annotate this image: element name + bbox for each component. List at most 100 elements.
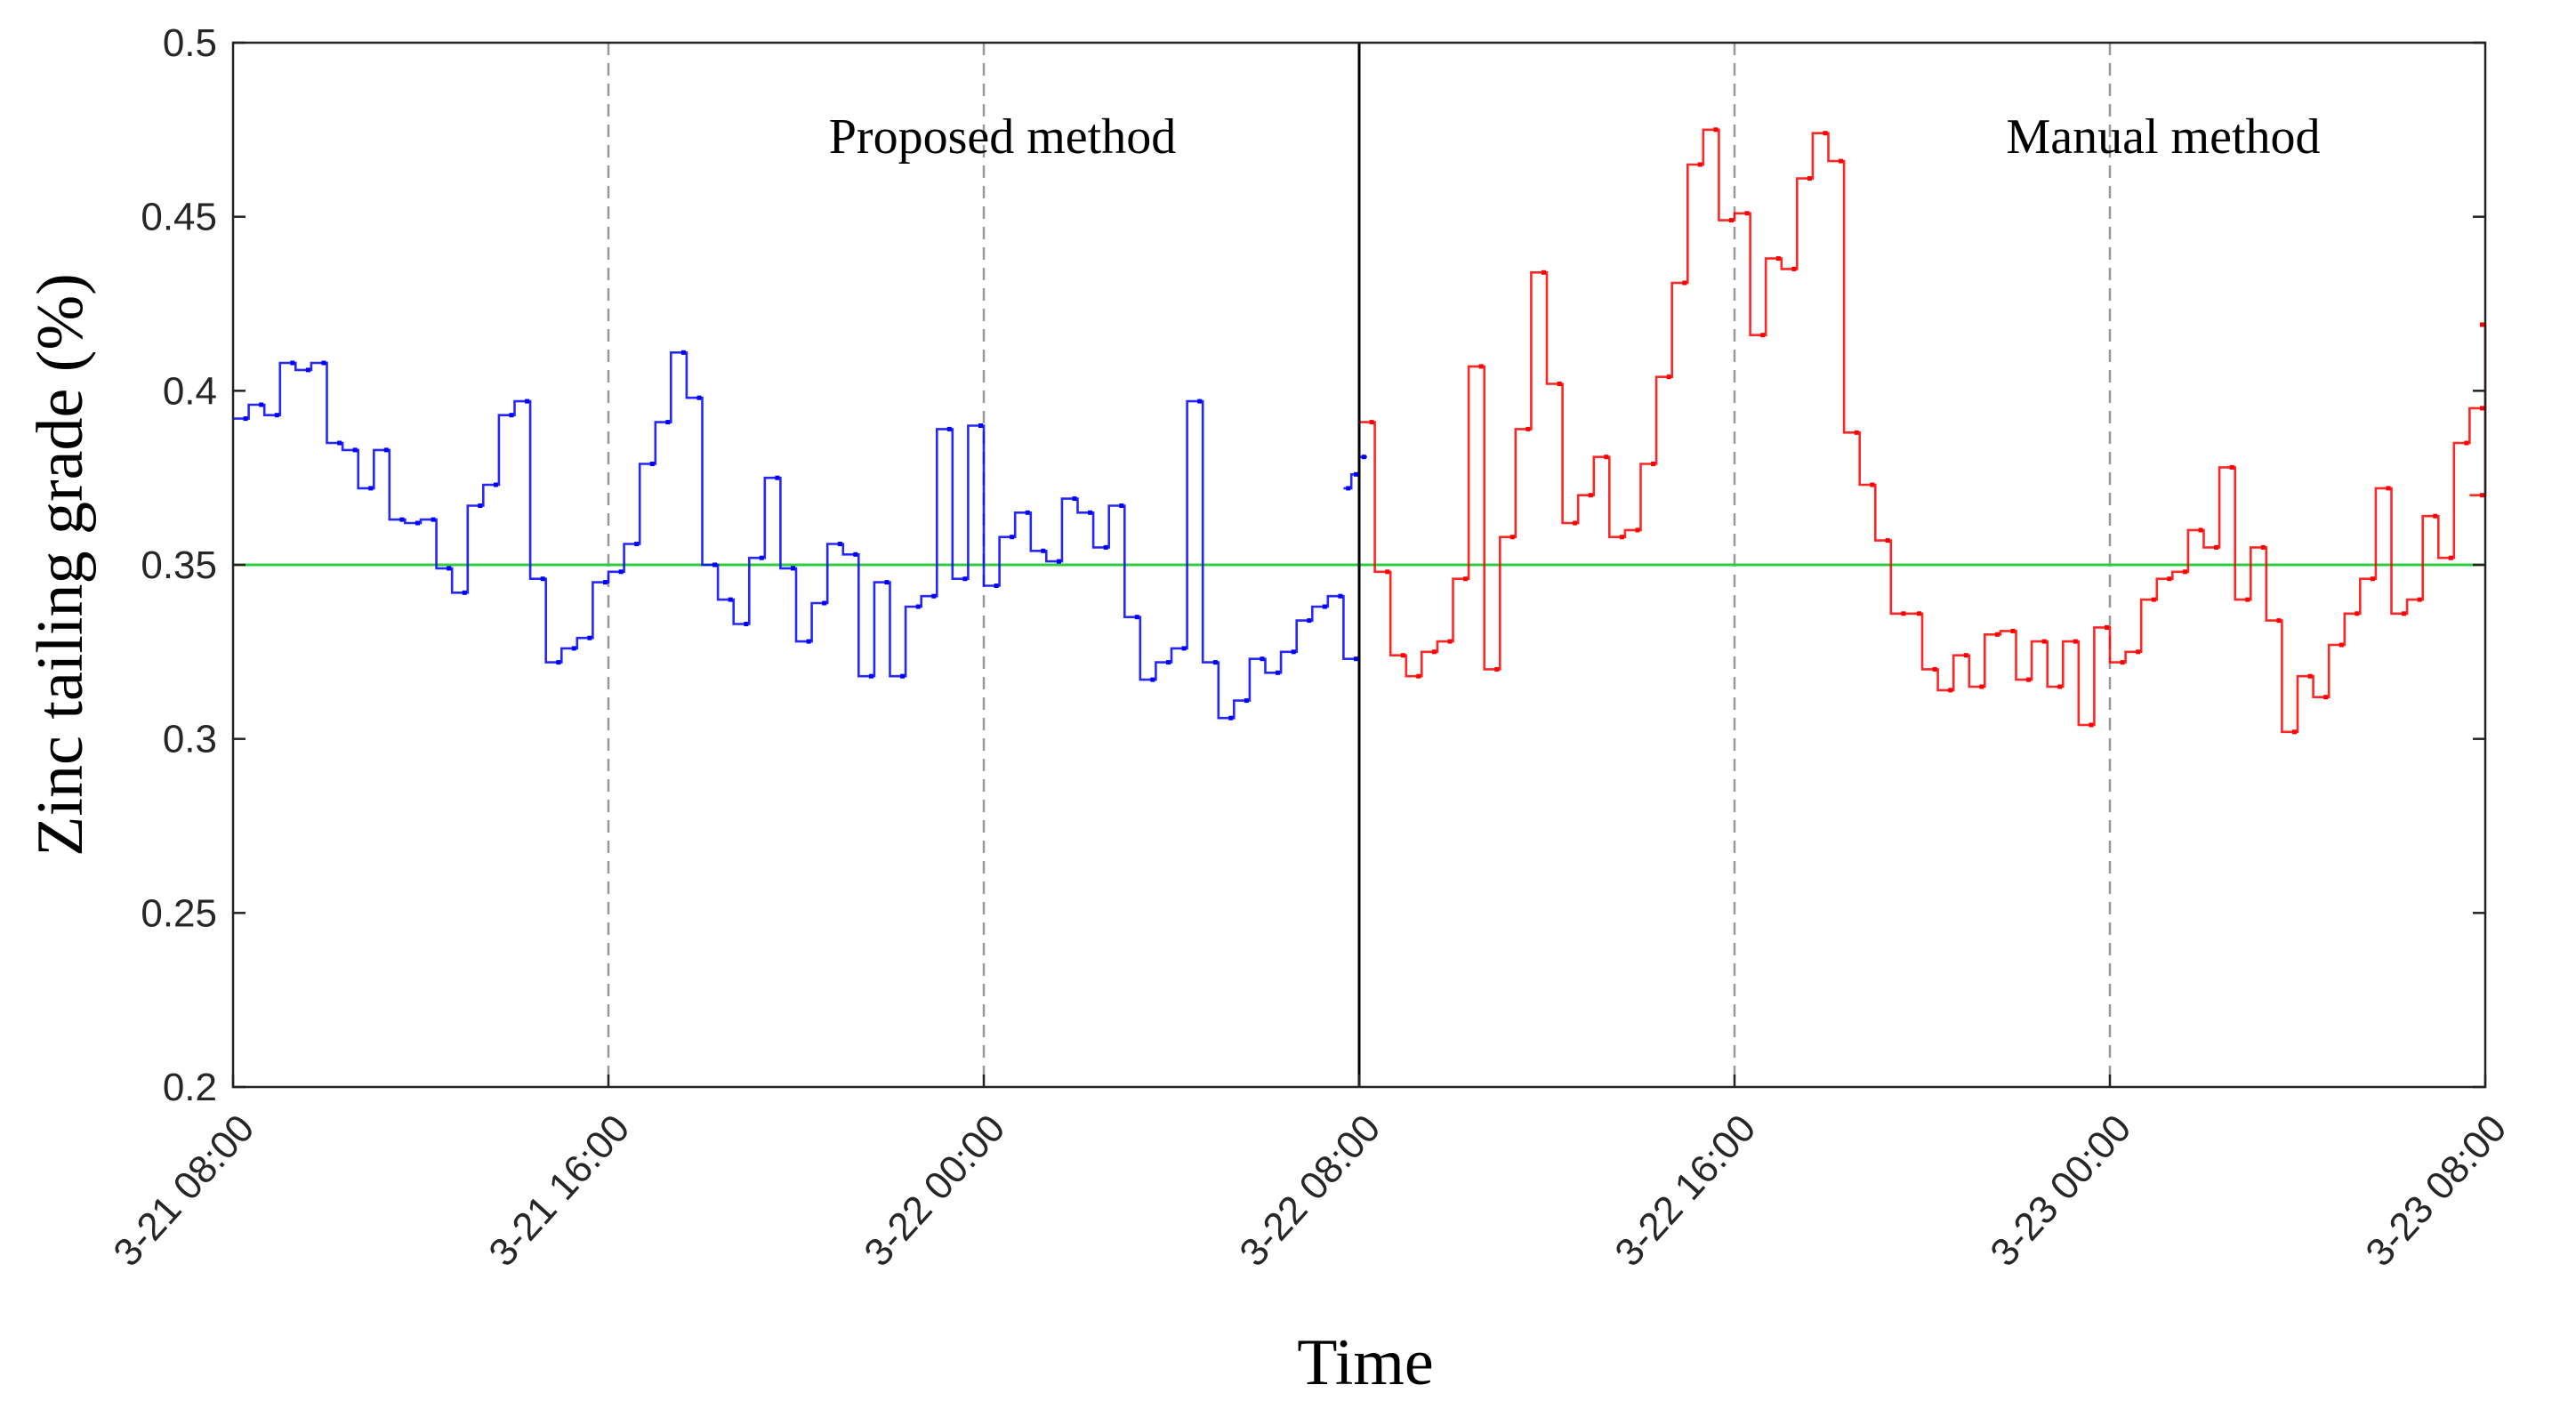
data-point xyxy=(2073,639,2078,644)
data-point xyxy=(1103,544,1108,550)
x-tick-label: 3-21 16:00 xyxy=(480,1107,638,1275)
data-point xyxy=(775,475,780,480)
data-point xyxy=(1760,333,1766,338)
data-point xyxy=(1791,266,1797,271)
data-point xyxy=(1134,615,1139,620)
data-point xyxy=(1322,604,1327,609)
data-point xyxy=(540,576,545,582)
data-point xyxy=(1025,510,1030,515)
data-point xyxy=(2464,440,2469,446)
data-point xyxy=(2448,555,2453,560)
annotation-manual-method: Manual method xyxy=(2006,109,2320,165)
data-point xyxy=(1041,548,1046,553)
data-point xyxy=(1979,684,1984,689)
data-point xyxy=(2260,544,2266,550)
data-point xyxy=(1276,670,1281,675)
data-point xyxy=(946,426,952,431)
data-point xyxy=(1119,503,1124,508)
data-point xyxy=(665,420,671,425)
data-point xyxy=(1369,420,1374,425)
data-point xyxy=(1854,430,1859,435)
data-point xyxy=(1542,270,1546,275)
data-point xyxy=(1197,399,1203,404)
data-point xyxy=(822,600,827,606)
data-point xyxy=(1509,535,1515,540)
data-point xyxy=(1619,535,1624,540)
data-point xyxy=(415,520,420,526)
data-point xyxy=(1744,211,1750,216)
data-point xyxy=(337,440,342,446)
data-point xyxy=(259,402,264,407)
data-point xyxy=(2010,628,2016,633)
data-point xyxy=(321,360,326,366)
series-layer xyxy=(233,127,2487,735)
data-point xyxy=(1307,618,1312,624)
data-point xyxy=(2182,569,2187,575)
data-point xyxy=(806,639,811,644)
data-point xyxy=(1400,653,1405,658)
data-point xyxy=(1525,426,1531,431)
annotation-proposed-method: Proposed method xyxy=(829,109,1176,165)
data-point xyxy=(1072,496,1077,502)
data-point xyxy=(2355,611,2360,616)
x-tick-label: 3-22 16:00 xyxy=(1606,1107,1764,1275)
data-point xyxy=(728,597,733,602)
data-point xyxy=(1885,538,1890,543)
data-point xyxy=(1354,656,1358,662)
data-point xyxy=(868,673,873,679)
data-point xyxy=(1573,520,1578,526)
data-point xyxy=(696,395,702,400)
data-point xyxy=(649,462,655,466)
data-point xyxy=(2417,597,2422,602)
data-point xyxy=(305,367,310,373)
data-point xyxy=(431,517,436,522)
series-line-2 xyxy=(1359,128,2485,734)
data-point xyxy=(509,413,514,418)
data-point xyxy=(853,552,858,557)
data-point xyxy=(1291,649,1296,655)
data-point xyxy=(2057,684,2063,689)
data-point xyxy=(587,635,592,640)
y-tick-label: 0.4 xyxy=(163,369,217,413)
data-point xyxy=(1775,256,1781,262)
y-axis: 0.2 0.25 0.3 0.35 0.4 0.45 0.5 xyxy=(141,21,2485,1109)
data-point xyxy=(1823,131,1828,136)
data-point xyxy=(1385,569,1390,575)
data-point xyxy=(1697,162,1703,167)
data-point xyxy=(2276,618,2282,624)
data-point xyxy=(1948,688,1953,693)
data-point xyxy=(1917,611,1921,616)
data-point xyxy=(1807,176,1812,181)
data-point xyxy=(1447,639,1453,644)
data-point xyxy=(1557,382,1562,386)
data-point xyxy=(1416,673,1421,679)
data-point xyxy=(680,350,686,355)
data-point xyxy=(884,580,890,585)
data-point xyxy=(603,580,608,585)
data-point xyxy=(1494,666,1500,672)
data-point xyxy=(2167,576,2172,582)
data-point xyxy=(1010,535,1015,540)
data-point xyxy=(962,576,968,582)
data-point xyxy=(1150,677,1155,682)
y-tick-label: 0.25 xyxy=(141,891,217,935)
data-point xyxy=(759,555,764,560)
data-point xyxy=(2151,597,2156,602)
data-point xyxy=(525,399,530,404)
data-point xyxy=(1604,455,1609,460)
data-point xyxy=(1839,158,1844,164)
x-tick-label: 3-22 08:00 xyxy=(1231,1107,1389,1275)
y-tick-label: 0.5 xyxy=(163,21,217,65)
data-point xyxy=(2307,673,2313,679)
data-point xyxy=(2089,722,2094,728)
data-point xyxy=(243,416,248,422)
data-point xyxy=(2292,729,2297,735)
data-point xyxy=(2433,513,2438,519)
data-point xyxy=(931,593,937,599)
y-tick-label: 0.45 xyxy=(141,196,217,239)
data-point xyxy=(900,673,906,679)
data-point xyxy=(1338,593,1343,599)
data-point xyxy=(1478,364,1484,369)
data-point xyxy=(837,542,842,546)
